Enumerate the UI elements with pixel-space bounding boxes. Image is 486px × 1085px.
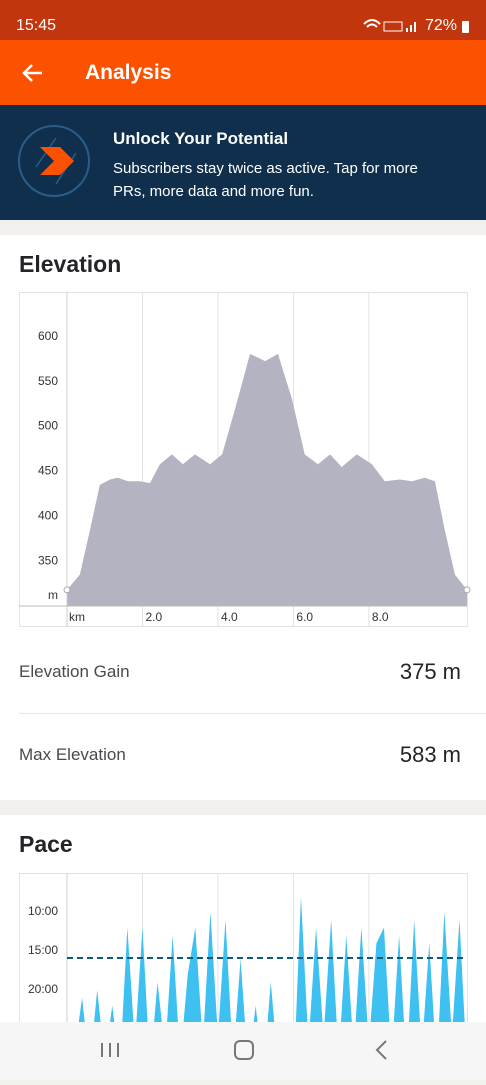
divider (19, 713, 486, 714)
y-tick-label: 350 (38, 553, 58, 567)
area (67, 353, 467, 606)
banner-title: Unlock Your Potential (113, 129, 289, 148)
banner-text: Subscribers stay twice as active. Tap fo… (113, 160, 418, 200)
y-tick-label: 15:00 (28, 943, 58, 957)
y-tick-label: 450 (38, 464, 58, 478)
y-tick-label: 550 (38, 374, 58, 388)
chart-frame (19, 292, 468, 627)
page-title: Analysis (85, 61, 172, 84)
y-tick-label: 20:00 (28, 982, 58, 996)
app-bar: Analysis (0, 40, 486, 105)
nav-buttons (101, 1040, 387, 1060)
time: 15:45 (16, 17, 57, 34)
section-title: Pace (19, 831, 73, 857)
x-tick-label: 6.0 (296, 610, 313, 624)
end-marker (63, 586, 71, 594)
section-title: Elevation (19, 251, 122, 277)
x-axis-unit: km (69, 610, 85, 624)
end-marker (463, 586, 471, 594)
y-axis-unit: m (48, 588, 58, 602)
stat-label: Max Elevation (19, 745, 126, 764)
y-tick-label: 500 (38, 419, 58, 433)
signal-icons (363, 19, 416, 32)
elevation-chart: 350 400 450 500 550 600 2.0 4.0 6.0 8.0 kmm (19, 292, 471, 627)
battery: 72% (425, 17, 458, 34)
y-tick-label: 600 (38, 329, 58, 343)
stat-value: 583 m (399, 742, 461, 767)
nav-bar (0, 1022, 486, 1080)
x-tick-label: 4.0 (221, 610, 238, 624)
stat-value: 375 m (399, 659, 461, 684)
upsell-banner[interactable]: Unlock Your Potential Subscribers stay t… (0, 105, 486, 220)
stat-label: Elevation Gain (19, 662, 130, 681)
y-tick-label: 400 (38, 508, 58, 522)
x-tick-label: 8.0 (372, 610, 389, 624)
battery-icon (462, 21, 469, 33)
y-tick-label: 10:00 (28, 904, 58, 918)
back-button[interactable] (22, 62, 44, 84)
banner-icon (18, 125, 90, 197)
status-bar: 15:45 72% (0, 0, 486, 40)
x-tick-label: 2.0 (145, 610, 162, 624)
